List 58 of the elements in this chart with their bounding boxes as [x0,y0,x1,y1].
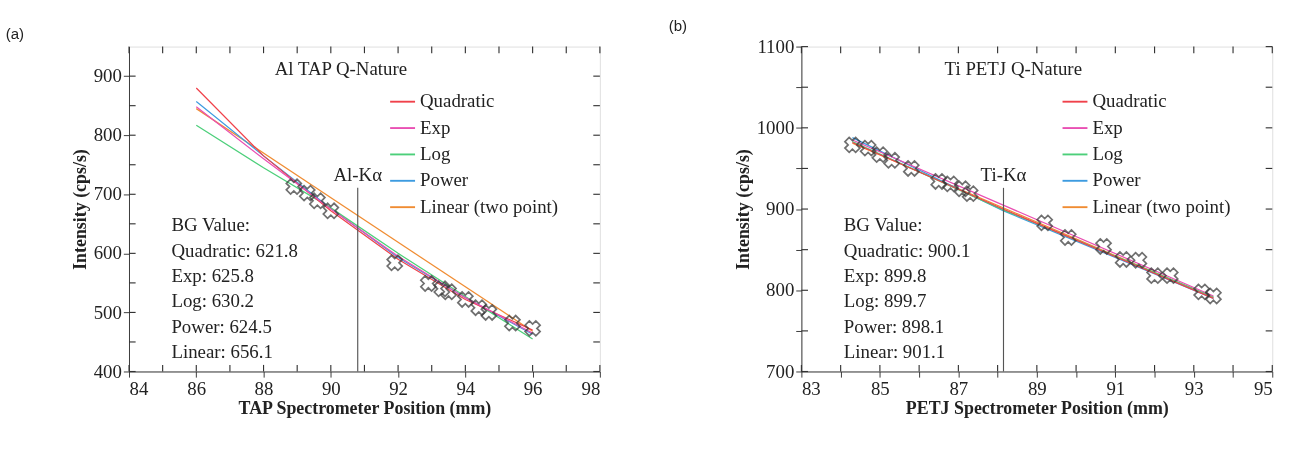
x-tick-label: 91 [1106,377,1126,399]
text: Al TAP Q-Nature [274,57,408,79]
chart-title: (b) [668,16,688,34]
x-tick-label: 94 [456,377,476,399]
x-axis-title: PETJ Spectrometer Position (mm) [905,398,1169,420]
annotation: Log: 899.7 [843,290,927,312]
legend-label: Exp [420,116,451,138]
y-tick-label: 600 [93,242,122,264]
annotation: Exp: 625.8 [171,265,255,287]
y-axis-title: Intensity (cps/s) [70,149,92,270]
x-tick-label: 85 [870,377,890,399]
x-tick-label: 89 [1027,377,1047,399]
chart-title: (a) [5,25,25,43]
y-tick-label: 800 [93,124,122,146]
y-tick-label: 900 [93,65,122,87]
legend-label: Log [420,143,451,165]
y-tick-label: 800 [766,279,795,301]
x-tick-label: 98 [581,377,601,399]
y-tick-label: 700 [93,183,122,205]
legend-label: Power [420,169,469,191]
annotation: Power: 624.5 [171,315,272,337]
y-tick-label: 400 [93,360,122,382]
legend-label: Quadratic [420,90,495,112]
y-tick-label: 900 [766,198,795,220]
x-tick-label: 96 [523,377,543,399]
x-tick-label: 93 [1184,377,1204,399]
x-tick-label: 83 [801,377,821,399]
y-axis-title: Intensity (cps/s) [733,149,755,270]
annotation: Quadratic: 900.1 [843,239,971,261]
y-tick-label: 500 [93,301,122,323]
text: Ti PETJ Q-Nature [944,57,1082,79]
x-axis-title: TAP Spectrometer Position (mm) [238,398,492,420]
legend-label: Exp [1092,116,1123,138]
annotation: Quadratic: 621.8 [171,239,298,261]
annotation: Linear: 656.1 [171,341,273,363]
annotation: Power: 898.1 [843,315,945,337]
annotation: BG Value: [171,214,251,236]
annotation: BG Value: [843,214,923,236]
x-tick-label: 92 [389,377,408,399]
x-tick-label: 90 [321,377,341,399]
legend-label: Log [1092,143,1124,165]
x-tick-label: 95 [1253,377,1273,399]
y-tick-label: 1000 [756,116,795,138]
x-tick-label: 88 [254,377,274,399]
legend-label: Linear (two point) [1092,195,1231,218]
x-tick-label: 87 [949,377,969,399]
y-tick-label: 700 [766,360,795,382]
annotation: Log: 630.2 [171,290,255,312]
x-tick-label: 86 [187,377,207,399]
legend-label: Quadratic [1092,90,1167,112]
annotation: Linear: 901.1 [843,341,946,363]
x-tick-label: 84 [129,377,149,399]
ref-line-label: Ti-Kα [980,164,1027,186]
legend-label: Linear (two point) [420,195,559,218]
legend-label: Power [1092,169,1142,191]
y-tick-label: 1100 [757,35,795,57]
annotation: Exp: 899.8 [843,265,927,287]
ref-line-label: Al-Kα [333,164,383,186]
